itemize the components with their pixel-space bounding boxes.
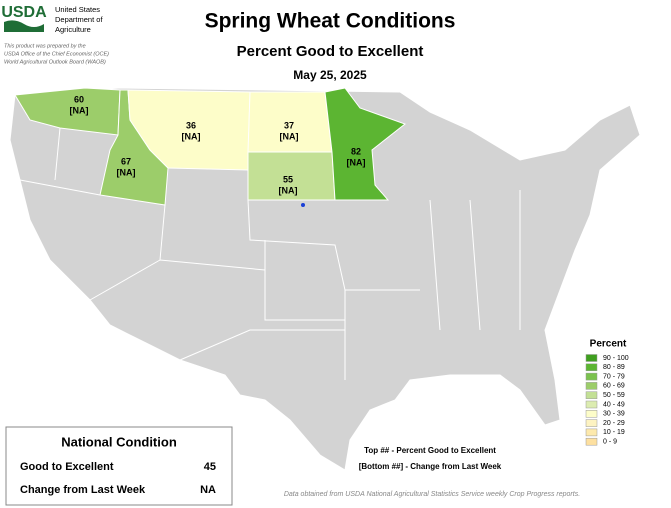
- state: [324, 87, 407, 201]
- national-label: Change from Last Week: [20, 484, 146, 496]
- state-value: 55: [283, 174, 293, 184]
- state-value: 60: [74, 94, 84, 104]
- state-change: [NA]: [117, 167, 136, 177]
- legend-swatch: [585, 437, 598, 446]
- national-value: NA: [200, 484, 216, 496]
- legend-label: 40 - 49: [603, 401, 625, 408]
- state-change: [NA]: [279, 185, 298, 195]
- us-map: [9, 87, 641, 471]
- legend-label: 80 - 89: [603, 364, 625, 371]
- legend-title: Percent: [590, 339, 627, 350]
- subtitle: Percent Good to Excellent: [237, 43, 424, 60]
- legend-swatch: [585, 363, 598, 372]
- state-value: 36: [186, 120, 196, 130]
- legend-swatch: [585, 419, 598, 427]
- state-value: 82: [351, 146, 361, 156]
- state-value: 67: [121, 156, 131, 166]
- agency: United States: [55, 5, 100, 14]
- legend-swatch: [585, 372, 598, 381]
- national-value: 45: [204, 461, 216, 473]
- legend-label: 0 - 9: [603, 439, 617, 446]
- logo: USDA: [1, 4, 47, 21]
- key: [Bottom ##] - Change from Last Week: [359, 462, 502, 471]
- state-value: 37: [284, 120, 294, 130]
- agency: Department of: [55, 15, 103, 24]
- national-label: Good to Excellent: [20, 461, 114, 473]
- footnote: Data obtained from USDA National Agricul…: [284, 491, 580, 498]
- legend-swatch: [585, 400, 598, 409]
- state-change: [NA]: [347, 157, 366, 167]
- legend-label: 60 - 69: [603, 383, 625, 390]
- legend-label: 50 - 59: [603, 392, 625, 399]
- legend-label: 70 - 79: [603, 373, 625, 380]
- credit: This product was prepared by the: [4, 43, 86, 49]
- legend-label: 90 - 100: [603, 355, 629, 362]
- state-change: [NA]: [70, 105, 89, 115]
- legend-swatch: [585, 428, 598, 437]
- legend-swatch: [585, 382, 598, 390]
- state-change: [NA]: [280, 131, 299, 141]
- national-title: National Condition: [61, 434, 177, 449]
- title: Spring Wheat Conditions: [205, 10, 456, 33]
- logo-wave: [4, 20, 44, 32]
- national-box: [5, 426, 233, 506]
- legend-label: 20 - 29: [603, 420, 625, 427]
- legend-label: 10 - 19: [603, 429, 625, 436]
- legend-label: 30 - 39: [603, 411, 625, 418]
- legend-swatch: [585, 391, 598, 399]
- capital-dot: [301, 203, 305, 207]
- legend-swatch: [585, 410, 598, 418]
- agency: Agriculture: [55, 25, 91, 34]
- state-change: [NA]: [182, 131, 201, 141]
- legend-swatch: [585, 354, 598, 362]
- key: Top ## - Percent Good to Excellent: [364, 446, 496, 455]
- credit: World Agricultural Outlook Board (WAOB): [4, 59, 106, 65]
- credit: USDA Office of the Chief Economist (OCE): [4, 51, 109, 57]
- date: May 25, 2025: [293, 68, 367, 82]
- state-borders: [19, 127, 521, 380]
